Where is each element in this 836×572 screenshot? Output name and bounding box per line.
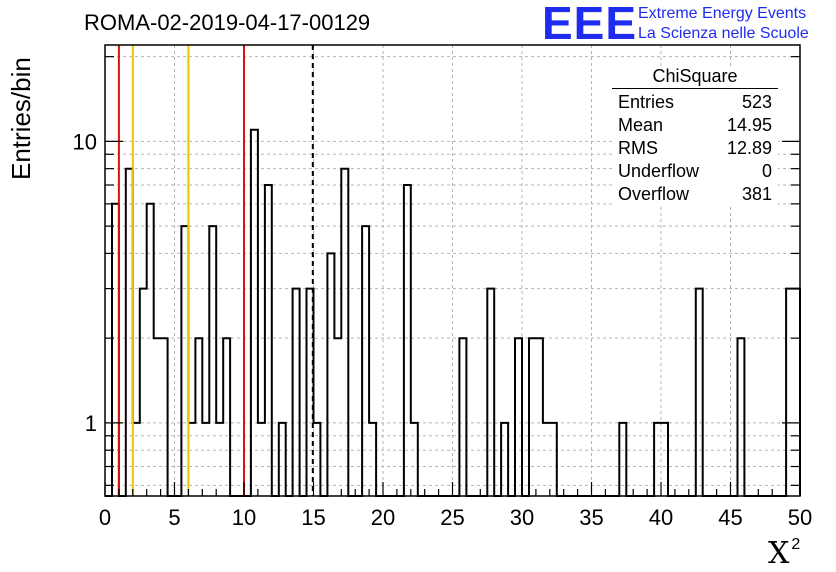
- histogram-bin: [140, 289, 147, 496]
- histogram-bin: [251, 130, 258, 496]
- x-tick-label: 0: [99, 505, 111, 530]
- histogram-bin: [737, 338, 744, 496]
- stats-value: 12.89: [726, 138, 772, 158]
- y-tick-label: 1: [85, 411, 97, 436]
- x-tick-label: 20: [371, 505, 395, 530]
- histogram-bin: [265, 185, 272, 496]
- histogram-bin: [661, 423, 668, 496]
- x-tick-label: 15: [301, 505, 325, 530]
- histogram-bin: [786, 289, 793, 496]
- histogram-bin: [147, 204, 154, 496]
- stats-row-mean: Mean 14.95: [612, 114, 778, 137]
- logo-line-2: La Scienza nelle Scuole: [638, 25, 809, 42]
- histogram-bin: [529, 338, 536, 496]
- histogram-bin: [404, 185, 411, 496]
- stats-value: 14.95: [726, 115, 772, 135]
- histogram-bin: [181, 226, 188, 496]
- stats-title: ChiSquare: [612, 66, 778, 89]
- stats-row-rms: RMS 12.89: [612, 137, 778, 160]
- stats-label: Overflow: [618, 184, 690, 204]
- stats-value: 523: [741, 92, 772, 112]
- histogram-bin: [188, 423, 195, 496]
- stats-box: ChiSquare Entries 523 Mean 14.95 RMS 12.89 …: [612, 66, 778, 206]
- histogram-bin: [293, 289, 300, 496]
- histogram-bin: [543, 423, 550, 496]
- histogram-bin: [341, 169, 348, 496]
- x-tick-label: 35: [579, 505, 603, 530]
- logo-line-1: Extreme Energy Events: [638, 5, 807, 22]
- eee-logo: EEE Extreme Energy Events La Scienza nel…: [542, 0, 832, 49]
- x-tick-label: 50: [788, 505, 812, 530]
- y-tick-label: 10: [73, 129, 97, 154]
- histogram-bin: [654, 423, 661, 496]
- histogram-bin: [334, 338, 341, 496]
- x-tick-label: 10: [232, 505, 256, 530]
- histogram-bin: [216, 423, 223, 496]
- histogram-bin: [195, 338, 202, 496]
- histogram-bin: [314, 423, 321, 496]
- histogram-bin: [369, 423, 376, 496]
- histogram-bin: [550, 423, 557, 496]
- histogram-bin: [279, 423, 286, 496]
- histogram-bin: [515, 338, 522, 496]
- histogram-bin: [154, 338, 161, 496]
- histogram-bin: [696, 289, 703, 496]
- y-axis-label: Entries/bin: [6, 57, 36, 180]
- stats-label: Entries: [618, 92, 675, 112]
- histogram-bin: [126, 169, 133, 496]
- histogram-bin: [112, 204, 119, 496]
- logo-text: Extreme Energy Events La Scienza nelle S…: [638, 4, 809, 44]
- histogram-bin: [202, 423, 209, 496]
- chart-title: ROMA-02-2019-04-17-00129: [84, 10, 371, 35]
- histogram-bin: [223, 338, 230, 496]
- x-tick-label: 30: [510, 505, 534, 530]
- stats-row-entries: Entries 523: [612, 91, 778, 114]
- stats-label: Mean: [618, 115, 664, 135]
- stats-value: 0: [761, 161, 772, 181]
- histogram-bin: [536, 338, 543, 496]
- histogram-bin: [209, 226, 216, 496]
- x-tick-label: 40: [649, 505, 673, 530]
- stats-row-overflow: Overflow 381: [612, 183, 778, 206]
- histogram-bin: [619, 423, 626, 496]
- histogram-outline: [105, 128, 801, 497]
- x-tick-label: 45: [718, 505, 742, 530]
- stats-row-underflow: Underflow 0: [612, 160, 778, 183]
- histogram-bin: [487, 289, 494, 496]
- x-tick-label: 5: [168, 505, 180, 530]
- histogram-bin: [327, 253, 334, 496]
- histogram-bin: [161, 338, 168, 496]
- stats-label: RMS: [618, 138, 658, 158]
- logo-mark: EEE: [542, 0, 638, 49]
- histogram-bin: [133, 423, 140, 496]
- histogram-bin: [501, 423, 508, 496]
- histogram-bin: [459, 338, 466, 496]
- x-axis-label-superscript: 2: [791, 536, 801, 553]
- histogram-bin: [411, 423, 418, 496]
- stats-label: Underflow: [618, 161, 700, 181]
- histogram-bin: [793, 289, 800, 496]
- histogram-bin: [362, 226, 369, 496]
- x-axis-label-text: X: [768, 536, 790, 571]
- stats-value: 381: [741, 184, 772, 204]
- histogram-bin: [258, 423, 265, 496]
- x-tick-label: 25: [440, 505, 464, 530]
